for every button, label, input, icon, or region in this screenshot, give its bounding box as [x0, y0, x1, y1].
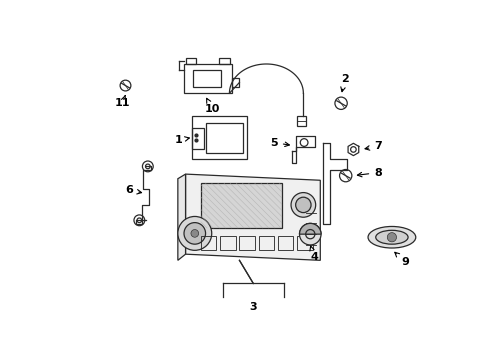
Bar	[191, 128, 203, 149]
Ellipse shape	[367, 226, 415, 248]
Bar	[297, 236, 312, 249]
Text: 8: 8	[357, 168, 381, 177]
Text: 4: 4	[309, 246, 318, 262]
Wedge shape	[299, 223, 321, 234]
Text: 11: 11	[115, 95, 130, 108]
Bar	[277, 236, 293, 249]
Text: 1: 1	[174, 135, 189, 145]
Bar	[205, 123, 242, 153]
Bar	[220, 236, 235, 249]
Circle shape	[290, 193, 315, 217]
Circle shape	[183, 222, 205, 244]
Circle shape	[386, 233, 396, 242]
Text: 6: 6	[125, 185, 141, 195]
Bar	[258, 236, 274, 249]
Bar	[193, 70, 221, 87]
Circle shape	[190, 230, 198, 237]
Text: 5: 5	[270, 138, 289, 148]
Polygon shape	[178, 174, 185, 260]
Bar	[231, 78, 239, 87]
Circle shape	[295, 197, 310, 213]
Bar	[219, 58, 230, 64]
Bar	[239, 236, 254, 249]
Text: 2: 2	[340, 74, 348, 92]
Text: 9: 9	[394, 252, 408, 267]
Bar	[191, 116, 246, 159]
Bar	[297, 116, 306, 126]
Polygon shape	[185, 174, 320, 260]
Circle shape	[178, 216, 211, 250]
Text: 3: 3	[249, 302, 257, 311]
Bar	[183, 64, 231, 93]
Text: 10: 10	[204, 98, 220, 114]
Ellipse shape	[375, 230, 407, 244]
Bar	[201, 183, 281, 228]
Text: 7: 7	[365, 141, 381, 152]
Bar	[201, 236, 216, 249]
Circle shape	[299, 223, 321, 245]
Bar	[185, 58, 196, 64]
